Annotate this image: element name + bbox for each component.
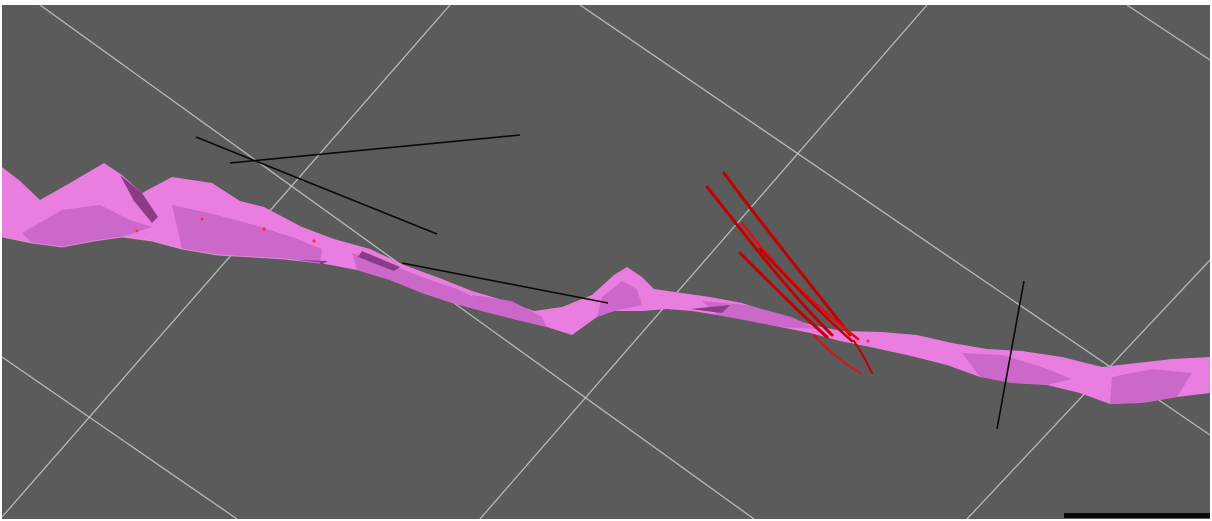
- section-line: [401, 262, 609, 304]
- ribbon-facet: [597, 281, 642, 317]
- ribbon-facet: [1110, 369, 1192, 404]
- ribbon-shadow-fold: [358, 251, 400, 271]
- scene-canvas: [2, 5, 1210, 519]
- ribbon-speck: [312, 239, 316, 243]
- grid-line: [1126, 5, 1210, 61]
- red-strands[interactable]: [705, 171, 873, 374]
- ribbon-facet: [22, 205, 152, 247]
- ribbon-facet: [702, 301, 817, 329]
- red-strand: [813, 334, 861, 374]
- ribbon-surface[interactable]: [2, 163, 1210, 404]
- red-strand: [853, 340, 873, 374]
- 3d-viewport[interactable]: [2, 5, 1210, 519]
- grid-line: [2, 356, 238, 519]
- ribbon-shadow-fold: [120, 175, 158, 223]
- red-strand: [705, 185, 834, 337]
- grid-line: [479, 5, 928, 519]
- section-line: [996, 280, 1025, 430]
- ribbon-speck: [262, 227, 266, 231]
- ribbon-speck: [200, 217, 204, 221]
- ribbon-facet: [352, 253, 482, 311]
- ribbon-facet: [472, 295, 547, 327]
- ribbon-highlight-edge: [2, 236, 321, 264]
- ribbon-speck: [135, 229, 139, 233]
- reference-grid: [2, 5, 1210, 519]
- ribbon-facet: [962, 353, 1072, 385]
- red-strand: [722, 171, 852, 337]
- grid-line: [579, 5, 1210, 436]
- section-line: [229, 134, 521, 164]
- ribbon-speck: [866, 339, 870, 343]
- ribbon-body: [2, 163, 1210, 404]
- ribbon-facet: [172, 205, 322, 263]
- section-line: [195, 136, 438, 235]
- ribbon-shadow-fold: [690, 305, 730, 313]
- grid-line: [2, 5, 451, 518]
- red-strand: [738, 251, 829, 339]
- scale-bar: [1064, 513, 1210, 518]
- section-lines[interactable]: [195, 134, 1025, 430]
- red-strand: [758, 247, 854, 343]
